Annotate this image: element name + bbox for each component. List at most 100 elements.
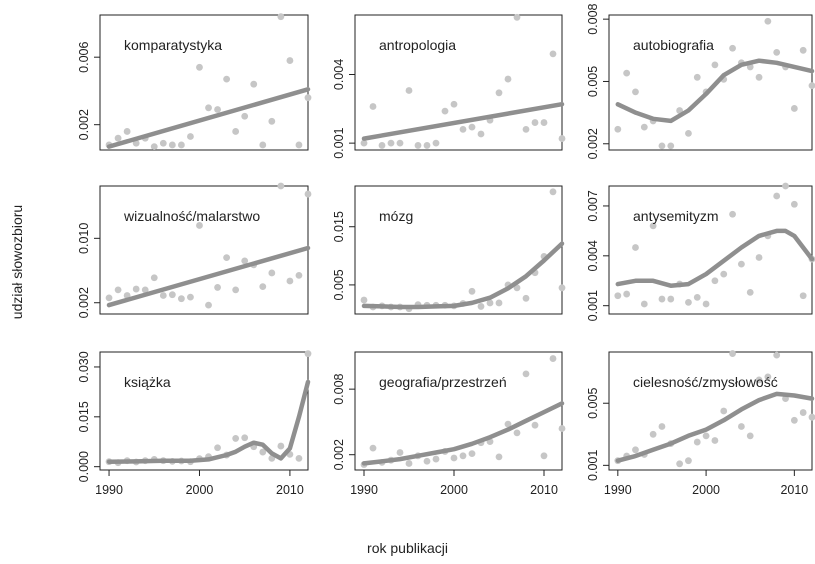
data-point [241,112,249,120]
data-point [558,425,566,432]
panel-title: cielesność/zmysłowość [633,374,778,390]
data-point [214,284,221,291]
data-point [114,286,122,294]
data-point [549,188,557,196]
data-point [114,134,122,142]
panel-frame [99,14,309,151]
data-point [720,270,728,278]
trend-line [106,379,311,464]
data-point [378,142,386,149]
data-point [808,82,815,90]
y-tick-label: 0.004 [332,59,346,90]
data-point [295,271,303,279]
data-point [773,351,781,359]
trend-line [615,58,815,124]
data-point [790,200,798,208]
data-point [764,373,772,381]
data-point [423,457,431,465]
panel-frame [608,185,813,315]
data-point [799,409,807,416]
data-point [737,260,745,268]
data-point [241,257,249,265]
data-point [468,123,476,131]
data-point [531,119,539,126]
data-point [268,117,276,125]
y-tick-label: 0.005 [586,66,600,97]
data-point [623,69,631,77]
data-point [729,44,736,52]
data-point [540,119,548,126]
data-point [232,435,240,442]
y-tick-label: 0.002 [332,439,346,470]
data-point [295,141,303,149]
y-tick-label: 0.030 [77,351,91,382]
data-point [799,292,807,300]
data-point [360,139,368,147]
y-tick-label: 0.006 [77,41,91,72]
data-point [168,141,176,149]
data-point [477,303,485,310]
data-point [667,142,675,150]
data-point [459,126,467,133]
data-point [558,284,566,292]
x-tick-label: 2010 [530,483,558,497]
y-tick-label: 0.002 [77,109,91,140]
data-point [711,437,719,444]
data-point [649,222,657,230]
data-point [676,460,684,468]
data-point [232,286,240,294]
data-point [658,295,666,303]
data-point [468,450,476,458]
data-point [304,190,312,198]
data-point [205,301,212,309]
data-point [755,254,763,261]
data-point [702,300,710,308]
data-point [522,294,530,302]
data-point [658,423,666,430]
data-point [649,430,657,438]
data-point [304,94,312,102]
data-point [468,287,476,295]
x-tick-label: 2000 [440,483,468,497]
panel-frame [99,185,309,315]
y-tick-label: 0.004 [586,240,600,271]
data-point [667,295,675,303]
data-point [640,123,648,131]
data-point [459,452,467,460]
panel-title: książka [124,374,171,390]
panel-title: geografia/przestrzeń [379,374,507,390]
data-point [693,438,701,446]
data-point [773,192,781,200]
y-tick-label: 0.015 [77,401,91,432]
x-tick-label: 1990 [95,483,123,497]
data-point [450,454,458,462]
data-point [277,442,285,450]
data-point [259,141,267,149]
data-point [632,446,639,454]
data-point [737,423,745,430]
data-point [259,283,267,291]
data-point [360,296,368,304]
data-point [369,444,377,452]
data-point [711,61,719,69]
data-point [268,269,276,277]
data-point [685,457,692,465]
y-tick-label: 0.007 [586,190,600,221]
x-tick-label: 1990 [350,483,378,497]
data-point [720,407,728,415]
data-point [177,295,185,303]
x-tick-label: 2000 [186,483,214,497]
data-point [504,420,512,428]
data-point [369,103,377,110]
data-point [141,286,149,294]
data-point [558,135,566,142]
data-point [549,50,557,58]
data-point [693,73,701,81]
trend-line [615,228,815,288]
data-point [685,298,692,306]
data-point [177,141,185,149]
y-tick-label: 0.002 [77,287,91,318]
data-point [196,63,203,71]
data-point [432,139,440,147]
